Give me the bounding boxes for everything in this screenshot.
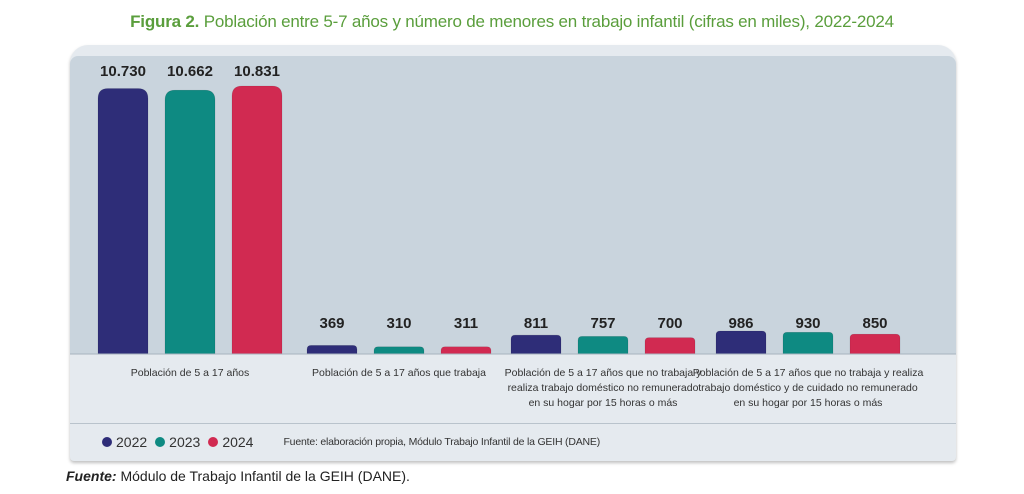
legend-item-2023: 2023 [155,434,200,450]
bar-2024-1 [231,85,283,355]
legend: 2022 2023 2024 Fuente: elaboración propi… [102,432,600,452]
value-label-2022-4: 986 [728,315,753,332]
bar-2024-2 [440,346,492,355]
plot-area [70,56,956,354]
bar-2024-4 [849,333,901,355]
chart-title: Figura 2. Población entre 5-7 años y núm… [0,12,1024,32]
value-label-2024-1: 10.831 [234,63,280,80]
value-label-2024-4: 850 [862,315,887,332]
legend-label-2023: 2023 [169,434,201,450]
bar-2022-4 [715,330,767,355]
legend-separator [70,423,956,424]
category-label-3: Población de 5 a 17 años que no trabaja … [505,367,702,409]
value-label-2023-4: 930 [795,315,820,332]
value-label-2022-3: 811 [524,315,548,332]
legend-label-2024: 2024 [222,434,254,450]
value-label-2024-2: 311 [454,315,478,332]
bar-2023-3 [577,336,629,355]
value-label-2022-2: 369 [319,315,344,332]
bar-2023-2 [373,346,425,355]
value-label-2023-2: 310 [386,315,411,332]
value-label-2023-1: 10.662 [167,63,213,80]
legend-label-2022: 2022 [116,434,148,450]
value-label-2024-3: 700 [657,315,682,332]
source-footnote: Fuente: Módulo de Trabajo Infantil de la… [66,468,410,484]
legend-marker-2022 [102,437,112,447]
legend-marker-2023 [155,437,166,447]
figure-number: Figura 2. [130,12,200,31]
legend-item-2022: 2022 [102,434,147,450]
bar-2023-1 [164,89,216,355]
value-label-2022-1: 10.730 [100,63,146,80]
category-label-4: Población de 5 a 17 años que no trabaja … [693,367,924,409]
source-text: Módulo de Trabajo Infantil de la GEIH (D… [120,468,410,484]
figure-title-text: Población entre 5-7 años y número de men… [203,12,894,31]
bar-2022-2 [306,345,358,355]
legend-source-note: Fuente: elaboración propia, Módulo Traba… [283,436,601,448]
bar-2023-4 [782,332,834,355]
bar-2022-1 [97,88,149,355]
bar-2022-3 [510,334,562,355]
legend-marker-2024 [208,437,219,447]
legend-item-2024: 2024 [208,434,253,450]
category-label-1: Población de 5 a 17 años [131,367,250,379]
source-label: Fuente: [66,468,117,484]
bar-2024-3 [644,337,696,355]
value-label-2023-3: 757 [590,315,615,332]
category-label-2: Población de 5 a 17 años que trabaja [312,367,486,379]
